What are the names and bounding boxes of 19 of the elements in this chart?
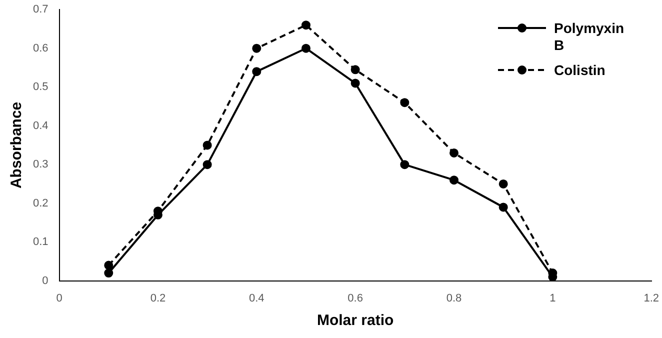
y-tick-label: 0.5 — [32, 81, 48, 94]
y-tick-label: 0.3 — [32, 158, 48, 171]
y-tick-label: 0.6 — [32, 42, 48, 54]
y-tick-label: 0.1 — [32, 236, 48, 248]
x-axis-title: Molar ratio — [316, 312, 394, 330]
y-axis-title: Absorbance — [8, 102, 26, 189]
x-tick-label: 0.4 — [248, 292, 264, 304]
legend-label: Polymyxin B — [554, 20, 624, 54]
y-tick-label: 0.4 — [32, 120, 48, 132]
y-tick-label: 0 — [42, 274, 48, 287]
x-tick-label: 0.6 — [348, 292, 363, 304]
x-tick-label: 0.8 — [446, 292, 462, 304]
x-tick-label: 1.2 — [644, 292, 660, 304]
y-tick-label: 0.2 — [32, 197, 48, 210]
x-tick-label: 0 — [56, 292, 62, 304]
x-tick-label: 1 — [550, 292, 556, 304]
legend-label: Colistin — [554, 62, 606, 79]
y-tick-label: 0.7 — [32, 4, 48, 16]
x-tick-label: 0.2 — [150, 292, 166, 304]
